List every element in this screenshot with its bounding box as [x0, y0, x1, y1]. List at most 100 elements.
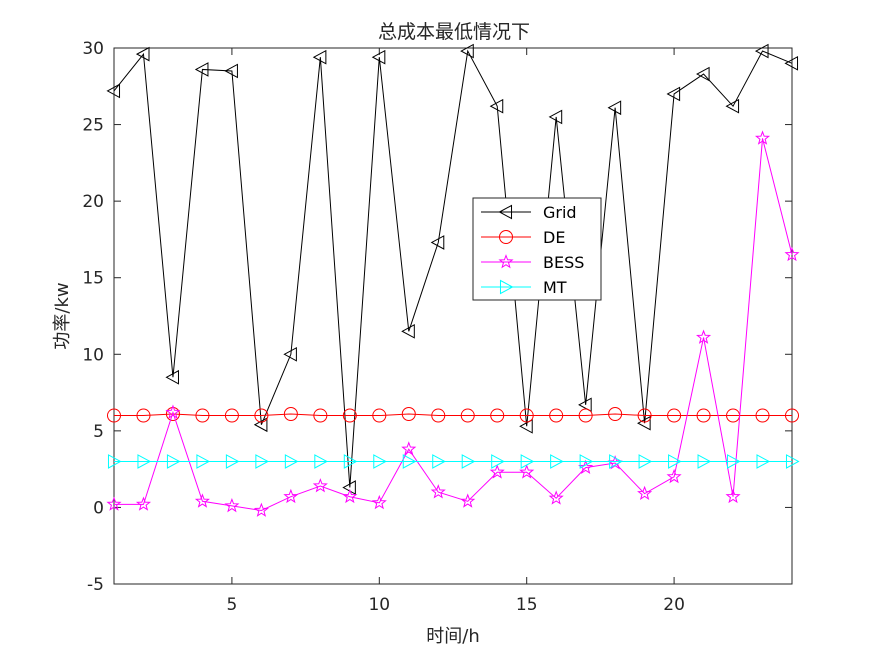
data-point-mt — [785, 454, 800, 469]
data-point-bess — [430, 484, 446, 499]
data-point-bess — [106, 496, 122, 511]
data-point-mt — [225, 454, 240, 469]
series-line-de — [114, 413, 792, 417]
data-point-de — [254, 408, 269, 423]
x-axis-label: 时间/h — [426, 626, 479, 647]
legend-box — [472, 197, 602, 301]
legend: Grid DE BESS MT — [472, 197, 602, 301]
legend-marker-de — [499, 230, 513, 244]
data-point-grid — [578, 397, 592, 413]
y-tick-label: -5 — [87, 575, 104, 595]
data-point-mt — [491, 454, 505, 469]
series-mt — [107, 454, 800, 469]
y-tick-label: 30 — [82, 39, 104, 59]
data-point-bess — [696, 329, 712, 344]
x-tick-label: 5 — [226, 595, 237, 615]
series-bess — [106, 130, 800, 517]
data-point-grid — [165, 369, 179, 385]
y-tick-label: 15 — [82, 269, 104, 289]
data-point-mt — [579, 454, 594, 469]
data-point-bess — [253, 502, 269, 517]
data-point-grid — [135, 46, 150, 62]
data-point-de — [667, 408, 682, 423]
data-point-bess — [578, 459, 594, 475]
legend-label-de: DE — [543, 228, 565, 247]
y-axis-label: 功率/kw — [52, 282, 73, 349]
data-point-bess — [519, 464, 535, 479]
data-point-de — [519, 408, 534, 423]
x-tick-label: 10 — [368, 595, 390, 615]
data-point-de — [195, 408, 210, 423]
data-point-bess — [754, 130, 771, 145]
data-point-grid — [460, 43, 474, 59]
data-point-grid — [519, 418, 533, 434]
y-tick-label: 5 — [93, 422, 104, 442]
x-tick-label: 20 — [663, 595, 685, 615]
data-point-bess — [548, 490, 564, 505]
data-point-mt — [756, 454, 771, 469]
data-point-grid — [666, 86, 681, 102]
y-tick-label: 10 — [82, 345, 104, 365]
data-point-de — [490, 408, 505, 423]
axis-ticks: 5 10 15 20 -5 0 5 10 15 20 25 30 — [82, 39, 792, 615]
data-point-grid — [637, 415, 651, 431]
legend-item-de: DE — [481, 228, 565, 247]
data-point-mt — [255, 454, 269, 469]
legend-items: Grid DE BESS MT — [481, 203, 584, 297]
data-point-mt — [343, 454, 358, 469]
data-point-grid — [754, 43, 769, 59]
plot-area-frame — [113, 47, 793, 585]
legend-label-bess: BESS — [543, 253, 584, 272]
data-point-mt — [373, 454, 387, 469]
data-point-bess — [371, 494, 387, 510]
series-grid — [106, 43, 799, 495]
data-point-bess — [224, 497, 240, 513]
data-point-de — [165, 407, 180, 422]
data-point-grid — [430, 235, 445, 250]
data-point-de — [460, 408, 475, 423]
data-point-de — [608, 407, 623, 422]
y-tick-label: 0 — [93, 498, 104, 518]
data-point-de — [283, 407, 298, 422]
data-point-grid — [312, 49, 327, 65]
series-de — [107, 407, 799, 423]
data-point-de — [401, 407, 416, 422]
data-point-grid — [725, 98, 740, 114]
data-point-grid — [401, 323, 415, 339]
series-line-grid — [113, 49, 793, 488]
data-point-mt — [668, 454, 682, 469]
chart-title: 总成本最低情况下 — [378, 21, 530, 43]
data-point-grid — [489, 98, 504, 114]
legend-marker-bess — [498, 254, 514, 269]
data-point-grid — [371, 49, 386, 65]
data-point-mt — [432, 454, 446, 469]
y-tick-label: 20 — [82, 192, 104, 212]
data-point-grid — [106, 83, 121, 99]
data-point-bess — [725, 488, 741, 504]
data-point-mt — [727, 454, 741, 469]
data-point-mt — [638, 454, 653, 469]
data-point-de — [342, 408, 357, 423]
data-point-mt — [137, 454, 152, 469]
data-point-grid — [548, 109, 563, 125]
data-point-bess — [460, 493, 476, 508]
data-point-mt — [196, 454, 210, 469]
data-point-mt — [520, 454, 535, 469]
data-point-mt — [550, 454, 564, 469]
data-point-mt — [107, 454, 122, 469]
data-point-mt — [284, 454, 299, 469]
data-point-bess — [165, 404, 181, 419]
data-point-mt — [697, 454, 712, 469]
data-point-de — [637, 408, 652, 423]
legend-label-mt: MT — [543, 278, 567, 297]
data-point-de — [224, 408, 239, 423]
data-point-de — [578, 408, 593, 423]
data-point-bess — [283, 488, 299, 504]
data-point-grid — [283, 346, 297, 362]
data-point-bess — [637, 485, 653, 501]
data-point-de — [431, 408, 446, 423]
data-point-mt — [402, 454, 417, 469]
data-point-de — [372, 408, 387, 423]
series-layer — [106, 43, 800, 517]
